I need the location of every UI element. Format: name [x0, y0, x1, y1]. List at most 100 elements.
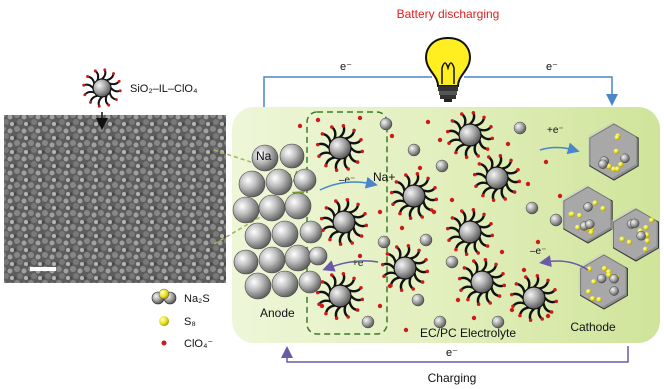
minus-electron-left-label: –e⁻	[339, 175, 355, 186]
na-sphere	[299, 220, 323, 244]
plus-electron-left-label: +e⁻	[352, 258, 369, 269]
charge-circuit	[281, 346, 629, 363]
clo4-anion	[471, 315, 477, 321]
na2s-particle	[411, 293, 425, 307]
legend: Na₂S S₈ ClO₄⁻	[151, 288, 213, 350]
plus-electron-right-label: +e⁻	[547, 125, 564, 136]
clo4-dot-icon	[161, 340, 167, 346]
na2s-particle	[419, 233, 433, 247]
na2s-particle	[433, 315, 447, 329]
clo4-anion	[297, 123, 303, 129]
page-title: Battery discharging	[397, 7, 500, 21]
na-sphere	[279, 143, 305, 169]
sio2-il-clo4-particle	[389, 171, 439, 221]
electron-label-bottom: e⁻	[446, 347, 458, 359]
clo4-anion	[403, 327, 409, 333]
sio2-il-clo4-particle	[445, 207, 495, 257]
cathode-label: Cathode	[570, 320, 616, 334]
cathode-electron-in-arrow	[539, 142, 580, 155]
clo4-anion	[319, 303, 325, 309]
minus-electron-right-label: –e⁻	[530, 246, 546, 257]
sio2-il-clo4-particle	[380, 243, 430, 293]
sio2-il-clo4-particle	[315, 271, 365, 321]
electrolyte-particles	[297, 110, 563, 333]
cathode-electron-out-arrow	[539, 255, 589, 271]
clo4-anion	[505, 141, 511, 147]
na-sphere	[244, 222, 272, 250]
anode-label: Anode	[260, 306, 295, 320]
clo4-anion	[315, 117, 321, 123]
na-sphere	[293, 168, 317, 192]
carbon-host-hexagon	[561, 185, 613, 244]
sio2-il-clo4-particle	[509, 273, 559, 323]
na-sphere	[308, 246, 328, 266]
sio2-il-clo4-particle	[457, 257, 507, 307]
legend-label-s8: S₈	[184, 316, 196, 328]
s8-dot-icon	[159, 316, 169, 326]
na-sphere	[232, 196, 260, 224]
electron-label-top-right: e⁻	[546, 61, 558, 73]
clo4-anion	[387, 283, 393, 289]
na2s-particle	[491, 315, 505, 329]
clo4-anion	[499, 249, 505, 255]
electrolyte-label: EC/PC Electrolyte	[420, 326, 516, 340]
sio2-il-clo4-particle	[445, 110, 495, 160]
na-plus-label: Na+	[373, 170, 395, 184]
sio2-il-clo4-particle	[319, 197, 369, 247]
na-sphere	[271, 220, 299, 248]
na-sphere	[265, 168, 293, 196]
na2s-particle	[525, 201, 539, 215]
clo4-anion	[399, 225, 405, 231]
sem-image	[4, 115, 226, 283]
na2s-particle	[513, 121, 527, 135]
na2s-particle	[549, 213, 563, 227]
legend-label-na2s: Na₂S	[184, 293, 210, 305]
clo4-anion	[521, 267, 527, 273]
particle-formula-label: SiO₂–IL–ClO₄	[130, 83, 198, 95]
carbon-host-hexagon	[587, 122, 639, 181]
na2s-particle	[379, 117, 393, 131]
electron-label-top-left: e⁻	[340, 61, 352, 73]
na-sphere	[238, 170, 266, 198]
clo4-anion	[437, 137, 443, 143]
clo4-anion	[535, 239, 541, 245]
clo4-anion	[431, 209, 437, 215]
particle-icon-core	[82, 68, 122, 108]
carbon-host-hexagon	[578, 253, 628, 310]
clo4-anion	[509, 307, 515, 313]
sio2-il-clo4-particle	[472, 153, 522, 203]
na-sphere	[258, 194, 286, 222]
clo4-anion	[377, 303, 383, 309]
na-label: Na	[256, 149, 272, 163]
discharge-circuit	[263, 76, 618, 108]
charging-label: Charging	[428, 371, 477, 385]
na2s-particle	[361, 315, 375, 329]
sulfur-cathode	[561, 122, 659, 310]
na2s-particle	[435, 159, 449, 173]
battery-cell	[232, 107, 660, 343]
na-sphere	[258, 246, 286, 274]
na-sphere	[233, 249, 259, 275]
na2s-particle	[407, 143, 421, 157]
na2s-particle	[377, 235, 391, 249]
na-sphere	[298, 270, 322, 294]
na2s-cluster-icon	[151, 288, 177, 305]
clo4-anion	[545, 313, 551, 319]
na-sphere	[251, 144, 279, 172]
clo4-anion	[543, 159, 549, 165]
interphase-region	[306, 111, 388, 335]
scale-bar	[30, 267, 56, 271]
clo4-anion	[357, 115, 363, 121]
na2s-particle	[445, 255, 459, 269]
clo4-anion	[449, 197, 455, 203]
na-ion-arrow	[319, 176, 378, 191]
light-bulb-icon	[425, 36, 471, 102]
clo4-anion	[417, 165, 423, 171]
clo4-anion	[357, 253, 363, 259]
legend-label-clo4: ClO₄⁻	[184, 338, 213, 350]
clo4-anion	[455, 297, 461, 303]
sodium-anode	[232, 143, 328, 300]
na-sphere	[244, 272, 272, 300]
clo4-anion	[389, 133, 395, 139]
